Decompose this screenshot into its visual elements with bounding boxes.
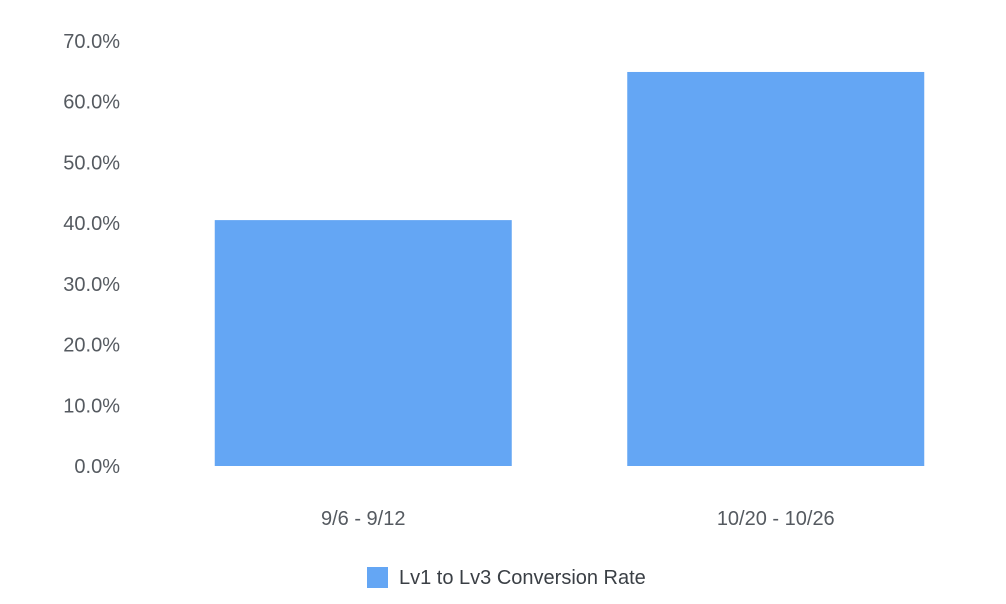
y-tick-label: 30.0% xyxy=(63,274,120,296)
legend-swatch[interactable] xyxy=(367,567,388,588)
y-tick-label: 20.0% xyxy=(63,335,120,357)
bar[interactable] xyxy=(627,71,925,466)
legend: Lv1 to Lv3 Conversion Rate xyxy=(367,567,646,589)
y-tick-label: 0.0% xyxy=(74,456,120,478)
y-tick-label: 40.0% xyxy=(63,213,120,235)
y-tick-label: 50.0% xyxy=(63,152,120,174)
y-tick-label: 10.0% xyxy=(63,395,120,417)
legend-label[interactable]: Lv1 to Lv3 Conversion Rate xyxy=(399,567,646,589)
x-tick-label: 10/20 - 10/26 xyxy=(717,508,835,530)
x-axis: 9/6 - 9/12 10/20 - 10/26 xyxy=(321,508,835,530)
y-tick-label: 60.0% xyxy=(63,92,120,114)
bar[interactable] xyxy=(214,220,512,466)
bars xyxy=(214,71,925,466)
x-tick-label: 9/6 - 9/12 xyxy=(321,508,406,530)
y-axis: 0.0% 10.0% 20.0% 30.0% 40.0% 50.0% 60.0% 70.0% xyxy=(63,31,120,478)
y-tick-label: 70.0% xyxy=(63,31,120,53)
